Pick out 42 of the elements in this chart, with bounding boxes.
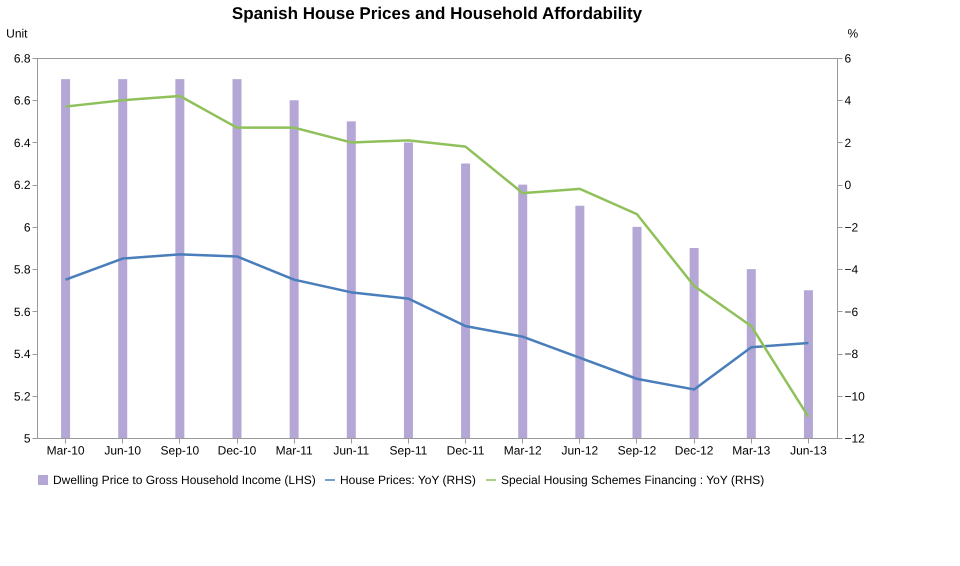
- y-tick-label: 5.4: [14, 347, 31, 362]
- y2-axis-title: %: [848, 26, 858, 40]
- x-tick-label: Dec-11: [446, 444, 485, 458]
- legend-label: Special Housing Schemes Financing : YoY (RHS): [501, 473, 764, 487]
- y2-tick-label: −10: [844, 389, 866, 404]
- x-tick-label: Jun-11: [333, 444, 370, 458]
- y2-tick-label: −12: [844, 432, 866, 446]
- y-tick-label: 5.6: [14, 304, 31, 319]
- y-tick-label: 6.6: [14, 94, 31, 108]
- y2-tick-label: 6: [844, 52, 852, 66]
- x-tick-label: Sep-10: [160, 444, 200, 458]
- x-tick-label: Jun-13: [790, 444, 828, 458]
- line-series: [64, 253, 810, 391]
- chart-title: Spanish House Prices and Household Affordability: [232, 4, 643, 23]
- y2-tick-label: 4: [844, 94, 852, 108]
- x-tick-label: Mar-13: [732, 444, 771, 458]
- y-tick-label: 5.2: [14, 389, 31, 404]
- x-tick-label: Dec-12: [674, 444, 714, 458]
- x-tick-label: Sep-11: [390, 444, 428, 458]
- y-tick-label: 5: [24, 432, 31, 446]
- y-axis-title: Unit: [6, 26, 28, 40]
- x-tick-label: Jun-10: [104, 444, 142, 458]
- y2-tick-label: 0: [844, 178, 852, 192]
- x-tick-label: Mar-10: [46, 444, 85, 458]
- x-tick-label: Mar-11: [276, 444, 314, 458]
- y-tick-label: 6: [24, 220, 31, 234]
- y-tick-label: 6.2: [14, 178, 31, 192]
- y-tick-label: 6.4: [14, 136, 31, 150]
- y2-tick-label: −8: [844, 347, 859, 362]
- y-tick-label: 5.8: [14, 262, 31, 277]
- y2-tick-label: −4: [844, 262, 859, 277]
- x-tick-label: Jun-12: [562, 444, 599, 458]
- x-tick-label: Mar-12: [504, 444, 542, 458]
- y2-tick-label: 2: [844, 136, 852, 150]
- line-series: [64, 94, 810, 418]
- legend-label: House Prices: YoY (RHS): [340, 473, 476, 487]
- legend-label: Dwelling Price to Gross Household Income (LHS): [53, 473, 316, 487]
- x-tick-label: Dec-10: [218, 444, 257, 458]
- y2-tick-label: −2: [844, 220, 859, 234]
- y2-tick-label: −6: [844, 304, 859, 319]
- x-tick-label: Sep-12: [618, 444, 657, 458]
- y-tick-label: 6.8: [14, 52, 31, 66]
